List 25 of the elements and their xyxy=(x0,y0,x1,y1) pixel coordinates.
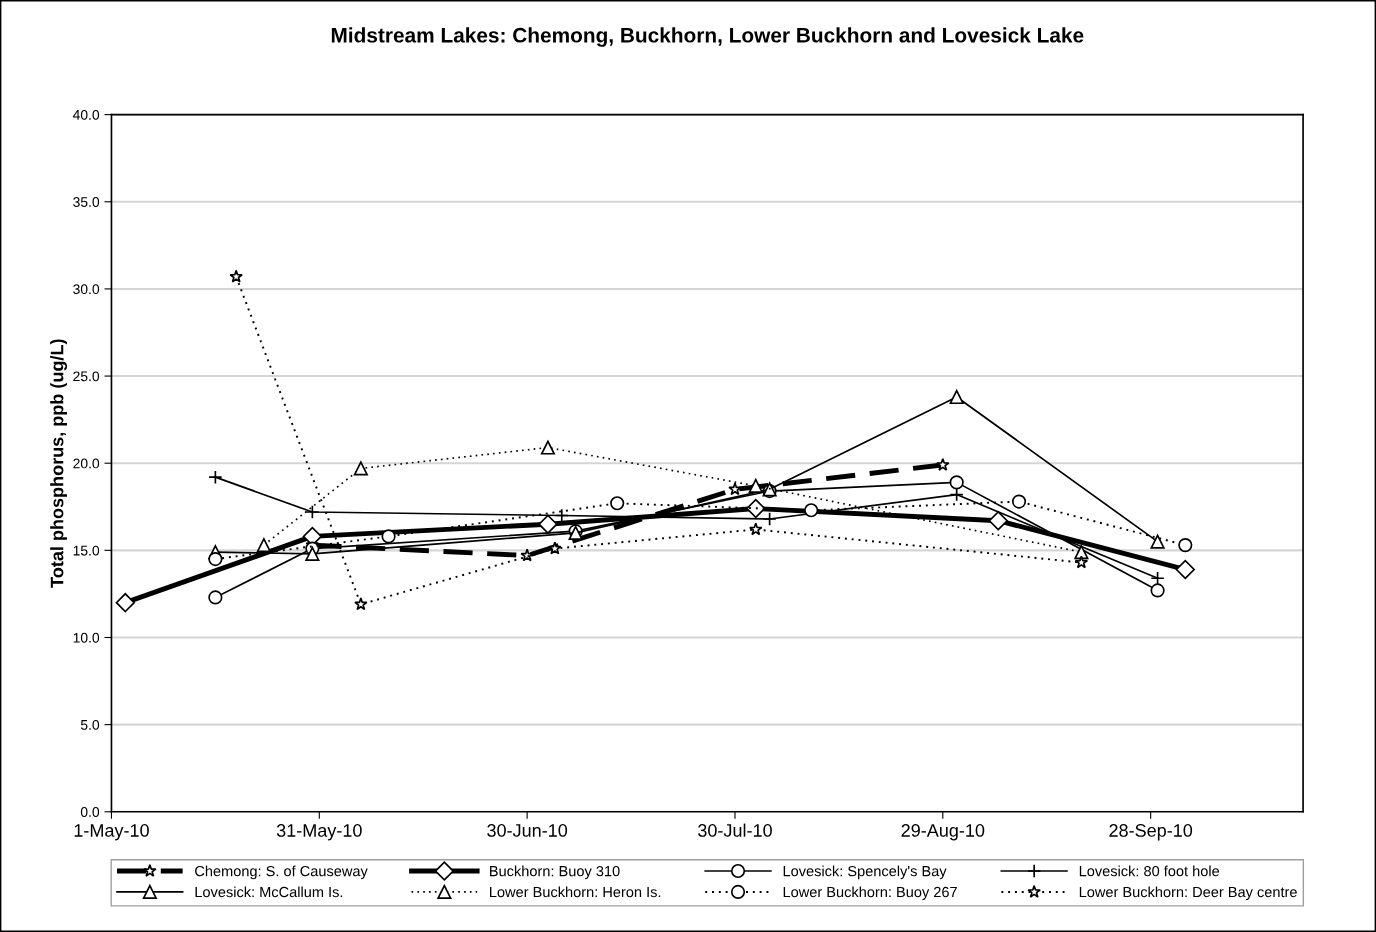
legend-label: Lower Buckhorn: Deer Bay centre xyxy=(1079,886,1297,901)
y-tick-label: 20.0 xyxy=(73,458,100,469)
y-tick-label: 40.0 xyxy=(72,109,100,120)
chart-title: Midstream Lakes: Chemong, Buckhorn, Lower Buckhorn and Lovesick Lake xyxy=(331,27,1084,47)
legend-label: Lower Buckhorn: Heron Is. xyxy=(490,886,661,898)
y-axis-title: Total phosphorus, ppb (ug/L) xyxy=(50,339,68,588)
x-tick-label: 31-May-10 xyxy=(276,824,362,841)
x-tick-label: 30-Jul-10 xyxy=(698,823,772,837)
y-tick-label: 10.0 xyxy=(73,632,100,643)
y-tick-label: 35.0 xyxy=(73,197,100,207)
legend-label: Lovesick: McCallum Is. xyxy=(195,886,343,898)
legend-label: Chemong: S. of Causeway xyxy=(195,865,368,880)
x-tick-label: 30-Jun-10 xyxy=(487,824,568,837)
y-tick-label: 25.0 xyxy=(73,371,100,382)
legend-label: Lovesick: 80 foot hole xyxy=(1079,865,1220,877)
legend-label: Lovesick: Spencely's Bay xyxy=(783,865,947,880)
y-tick-label: 30.0 xyxy=(73,284,100,295)
y-tick-label: 15.0 xyxy=(73,545,100,556)
x-tick-label: 29-Aug-10 xyxy=(901,824,985,841)
y-tick-label: 5.0 xyxy=(80,719,100,730)
legend-label: Lower Buckhorn: Buoy 267 xyxy=(783,886,957,901)
x-tick-label: 1-May-10 xyxy=(74,824,149,841)
x-tick-label: 28-Sep-10 xyxy=(1109,824,1193,841)
legend-label: Buckhorn: Buoy 310 xyxy=(490,865,620,880)
y-tick-label: 0.0 xyxy=(80,807,100,817)
